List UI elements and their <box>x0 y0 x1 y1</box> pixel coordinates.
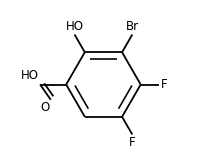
Text: F: F <box>128 136 135 149</box>
Text: HO: HO <box>21 69 39 82</box>
Text: Br: Br <box>125 20 138 33</box>
Text: HO: HO <box>65 20 83 33</box>
Text: F: F <box>160 78 167 91</box>
Text: O: O <box>40 101 50 114</box>
